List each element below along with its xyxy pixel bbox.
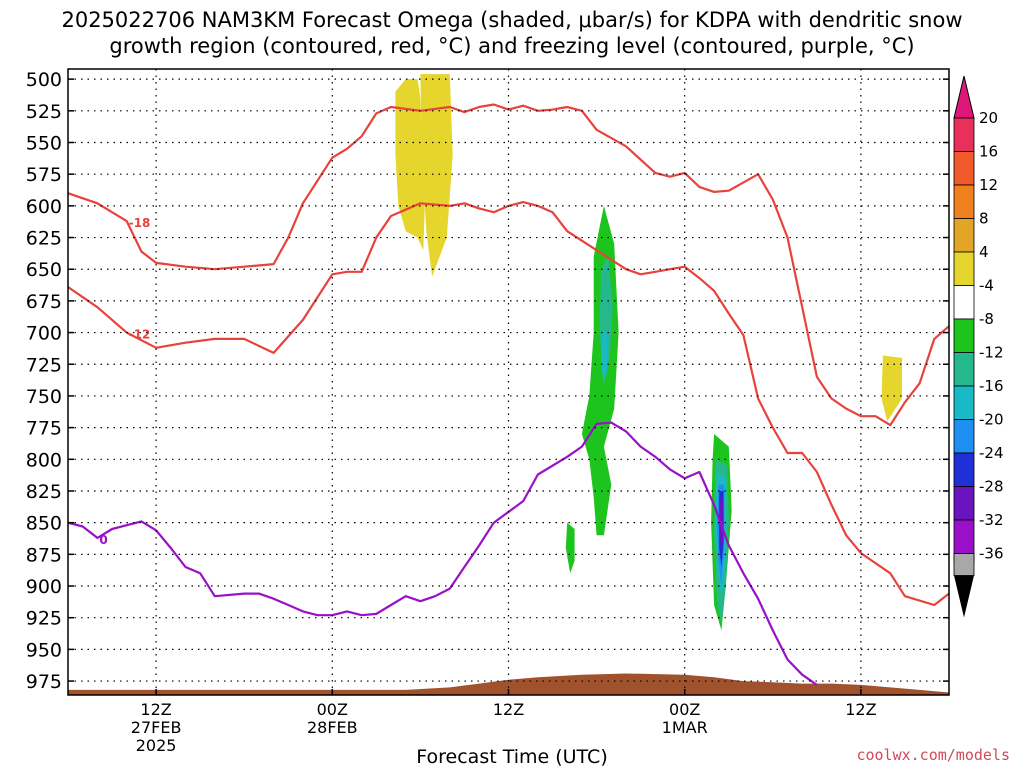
colorbar-label: -32	[979, 511, 1004, 529]
colorbar-label: -20	[979, 411, 1004, 429]
y-tick-label: 525	[26, 101, 62, 123]
colorbar-swatch	[953, 318, 975, 353]
omega-region-4	[395, 79, 425, 251]
y-tick-label: 675	[26, 291, 62, 313]
omega-region--4	[637, 72, 663, 232]
colorbar-bottom-arrow	[954, 575, 974, 618]
x-tick-label: 27FEB	[131, 718, 182, 737]
y-tick-label: 700	[26, 323, 62, 345]
y-tick-label: 650	[26, 259, 62, 281]
colorbar-swatch	[953, 151, 975, 186]
x-tick-label: 00Z	[317, 700, 348, 719]
y-tick-label: 575	[26, 164, 62, 186]
colorbar-swatch	[953, 117, 975, 152]
omega-region-4	[881, 355, 902, 422]
colorbar-swatch	[953, 385, 975, 420]
colorbar-swatch	[953, 553, 975, 576]
omega-region--4	[166, 393, 179, 580]
y-tick-label: 800	[26, 449, 62, 471]
contour-label: -12	[129, 328, 151, 342]
x-axis-label: Forecast Time (UTC)	[416, 746, 608, 768]
plot-clip-group: -18 -12 0	[68, 69, 949, 695]
colorbar-swatch	[953, 452, 975, 487]
y-tick-label: 625	[26, 228, 62, 250]
colorbar-swatch	[953, 519, 975, 554]
colorbar-label: 12	[979, 176, 998, 194]
y-tick-label: 500	[26, 69, 62, 91]
contour-label: -18	[129, 216, 151, 230]
colorbar-label: -24	[979, 444, 1004, 462]
omega-region-4	[420, 74, 453, 277]
y-tick-label: 775	[26, 418, 62, 440]
colorbar-swatch	[953, 251, 975, 286]
colorbar-label: -16	[979, 377, 1004, 395]
contour-label: 0	[99, 533, 107, 547]
omega-region--16	[601, 332, 607, 384]
y-tick-label: 850	[26, 513, 62, 535]
x-tick-label: 12Z	[845, 700, 876, 719]
omega-region--4	[266, 482, 281, 536]
colorbar-label: 16	[979, 143, 998, 161]
chart-title-line-1: 2025022706 NAM3KM Forecast Omega (shaded…	[61, 8, 963, 32]
colorbar-label: -12	[979, 344, 1004, 362]
y-tick-label: 900	[26, 576, 62, 598]
colorbar-swatch	[953, 352, 975, 387]
y-tick-label: 550	[26, 132, 62, 154]
colorbar-label: -8	[979, 310, 994, 328]
colorbar-label: -4	[979, 277, 994, 295]
x-tick-label: 2025	[136, 736, 177, 755]
omega-region--4	[670, 72, 704, 396]
omega-region--4	[79, 453, 90, 559]
colorbar-swatch	[953, 486, 975, 521]
y-tick-label: 725	[26, 354, 62, 376]
colorbar-top-arrow	[953, 75, 975, 119]
y-tick-label: 825	[26, 481, 62, 503]
colorbar-swatch	[953, 184, 975, 219]
chart-title-line-2: growth region (contoured, red, °C) and f…	[109, 34, 915, 58]
x-tick-label: 1MAR	[662, 718, 708, 737]
contour-line-0	[68, 421, 818, 686]
colorbar-swatch	[953, 218, 975, 253]
y-tick-label: 750	[26, 386, 62, 408]
x-tick-label: 00Z	[669, 700, 700, 719]
terrain-area	[68, 673, 949, 695]
x-tick-label: 28FEB	[307, 718, 358, 737]
colorbar-swatch	[953, 419, 975, 454]
x-tick-label: 12Z	[493, 700, 524, 719]
colorbar-label: 4	[979, 243, 989, 261]
contour-line-minus12	[68, 201, 949, 607]
y-tick-label: 600	[26, 196, 62, 218]
omega-region--4	[204, 484, 240, 647]
colorbar-label: 8	[979, 210, 989, 228]
colorbar-label: -36	[979, 545, 1004, 563]
y-tick-label: 925	[26, 608, 62, 630]
omega-region--8	[565, 522, 575, 574]
contour-line-minus18	[68, 103, 949, 427]
colorbar-label: 20	[979, 109, 998, 127]
y-tick-label: 950	[26, 639, 62, 661]
omega-region--4	[692, 541, 709, 602]
y-tick-label: 875	[26, 544, 62, 566]
site-credit: coolwx.com/models	[856, 746, 1010, 764]
omega-region--4	[322, 520, 352, 571]
colorbar-label: -28	[979, 478, 1004, 496]
colorbar-swatch	[953, 285, 975, 320]
omega-region--4	[775, 69, 785, 124]
y-tick-label: 975	[26, 671, 62, 693]
x-tick-label: 12Z	[140, 700, 171, 719]
